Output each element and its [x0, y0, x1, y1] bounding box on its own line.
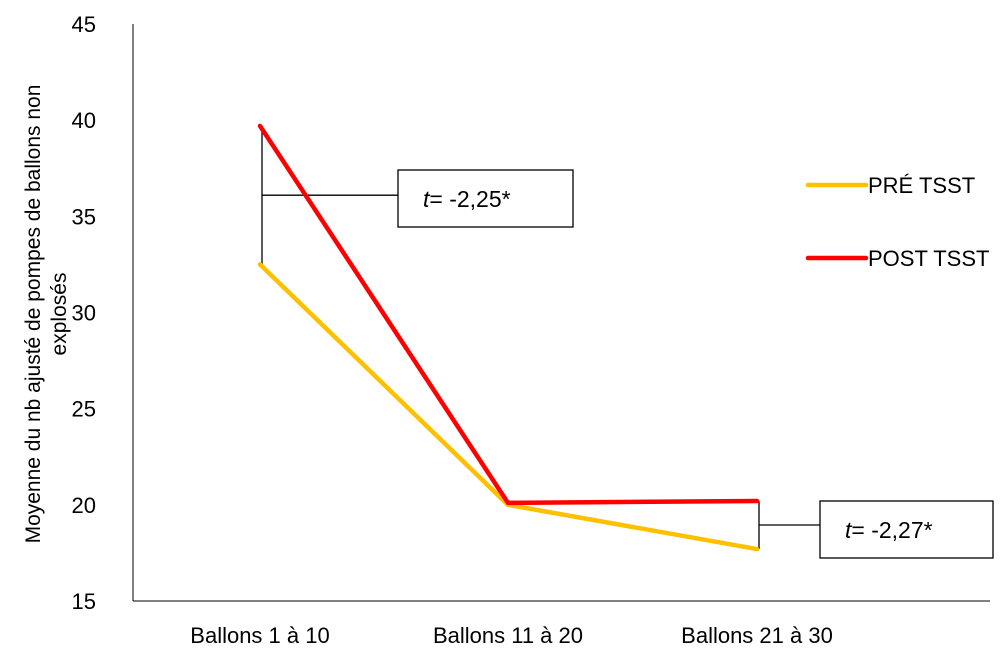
series-line-pre-tsst [257, 262, 760, 552]
significance-box [819, 500, 994, 559]
axes [132, 24, 990, 602]
significance-stat-value: = -2,25* [429, 186, 510, 212]
x-tick-label: Ballons 21 à 30 [681, 623, 833, 648]
legend-label: PRÉ TSST [868, 173, 975, 198]
y-tick-label: 30 [72, 301, 96, 326]
y-tick-label: 20 [72, 493, 96, 518]
y-axis-title-line: Moyenne du nb ajusté de pompes de ballon… [22, 85, 45, 544]
y-tick-label: 40 [72, 108, 96, 133]
significance-box [397, 169, 574, 228]
significance-label: t= -2,27* [845, 517, 933, 543]
legend: PRÉ TSST POST TSST [805, 173, 989, 271]
significance-label: t= -2,25* [423, 186, 511, 212]
series [257, 123, 760, 552]
y-tick-label: 45 [72, 12, 96, 37]
y-tick-label: 15 [72, 589, 96, 614]
y-axis-title-line: explosés [48, 273, 71, 356]
legend-label: POST TSST [868, 246, 989, 271]
y-tick-label: 25 [72, 397, 96, 422]
significance-stat-symbol: t [423, 186, 431, 212]
y-tick-label: 35 [72, 204, 96, 229]
annotations: t= -2,25*t= -2,27* [261, 125, 994, 559]
x-tick-label: Ballons 1 à 10 [190, 623, 329, 648]
y-axis-title: Moyenne du nb ajusté de pompes de ballon… [22, 85, 71, 544]
y-tick-labels: 15 20 25 30 35 40 45 [72, 12, 96, 614]
series-line-post-tsst [257, 123, 760, 506]
x-tick-label: Ballons 11 à 20 [433, 623, 583, 648]
significance-stat-value: = -2,27* [851, 517, 932, 543]
significance-stat-symbol: t [845, 517, 853, 543]
x-tick-labels: Ballons 1 à 10 Ballons 11 à 20 Ballons 21 … [190, 623, 833, 648]
y-axis-label: Moyenne du nb ajusté de pompes de ballon… [22, 85, 71, 544]
